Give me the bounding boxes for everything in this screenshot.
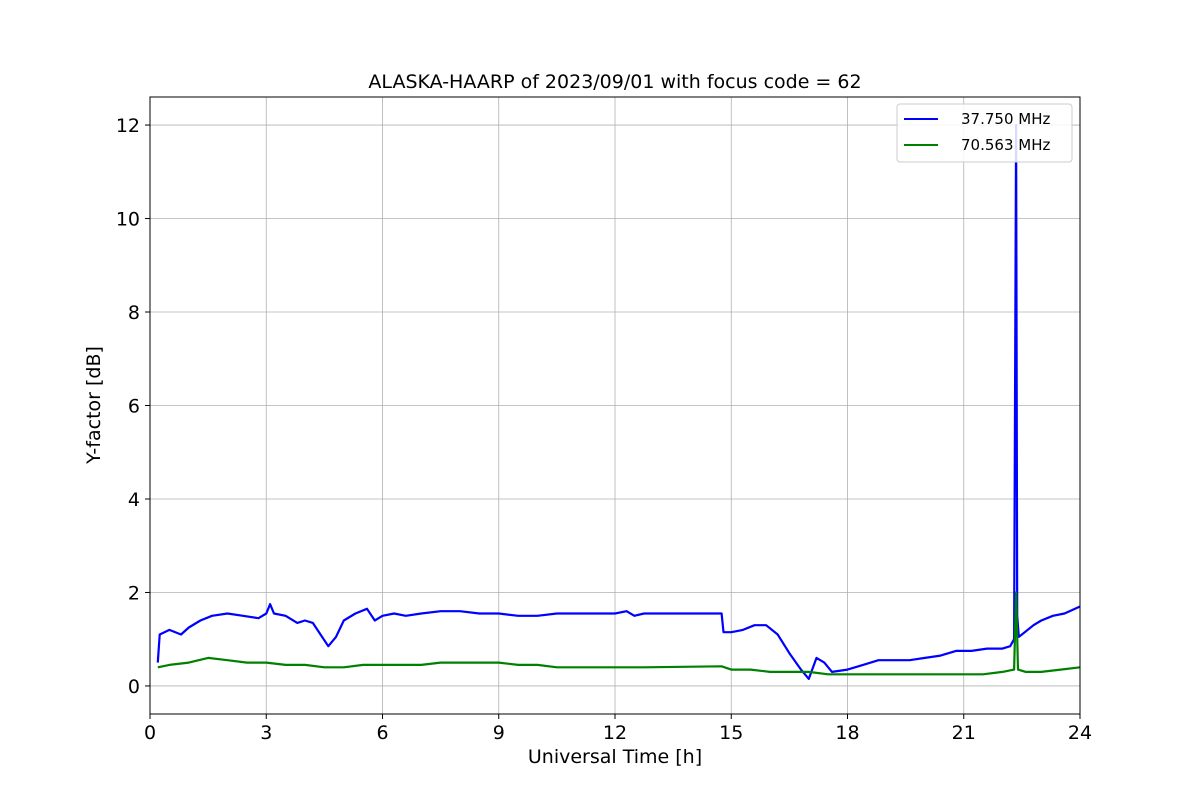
x-tick-label: 3 <box>260 722 272 744</box>
legend-box <box>896 103 1073 163</box>
x-tick-label: 12 <box>603 722 627 744</box>
x-tick-label: 9 <box>493 722 505 744</box>
y-ticks: 0 2 4 6 8 10 12 <box>116 115 150 698</box>
y-tick-label: 2 <box>128 582 140 604</box>
plot-lines <box>156 123 1081 680</box>
x-ticks: 0 3 6 9 12 15 18 21 24 <box>144 714 1092 744</box>
series-line-1 <box>157 591 1081 676</box>
y-tick-label: 6 <box>128 396 140 418</box>
x-tick-label: 0 <box>144 722 156 744</box>
y-tick-label: 0 <box>128 676 140 698</box>
y-axis-label: Y-factor [dB] <box>83 346 105 465</box>
grid <box>149 97 1081 714</box>
x-tick-label: 24 <box>1068 722 1092 744</box>
legend-label-70563: 70.563 MHz <box>961 136 1050 154</box>
y-tick-label: 12 <box>116 115 140 137</box>
chart-title: ALASKA-HAARP of 2023/09/01 with focus co… <box>368 71 861 93</box>
x-tick-label: 6 <box>376 722 388 744</box>
x-axis-label: Universal Time [h] <box>528 746 702 768</box>
series-line-0 <box>156 123 1081 680</box>
x-tick-label: 15 <box>719 722 743 744</box>
y-tick-label: 10 <box>116 209 140 231</box>
x-tick-label: 18 <box>835 722 859 744</box>
legend: 37.750 MHz 70.563 MHz <box>896 103 1073 163</box>
legend-label-37750: 37.750 MHz <box>961 110 1050 128</box>
y-tick-label: 8 <box>128 302 140 324</box>
x-tick-label: 21 <box>952 722 976 744</box>
y-tick-label: 4 <box>128 489 140 511</box>
